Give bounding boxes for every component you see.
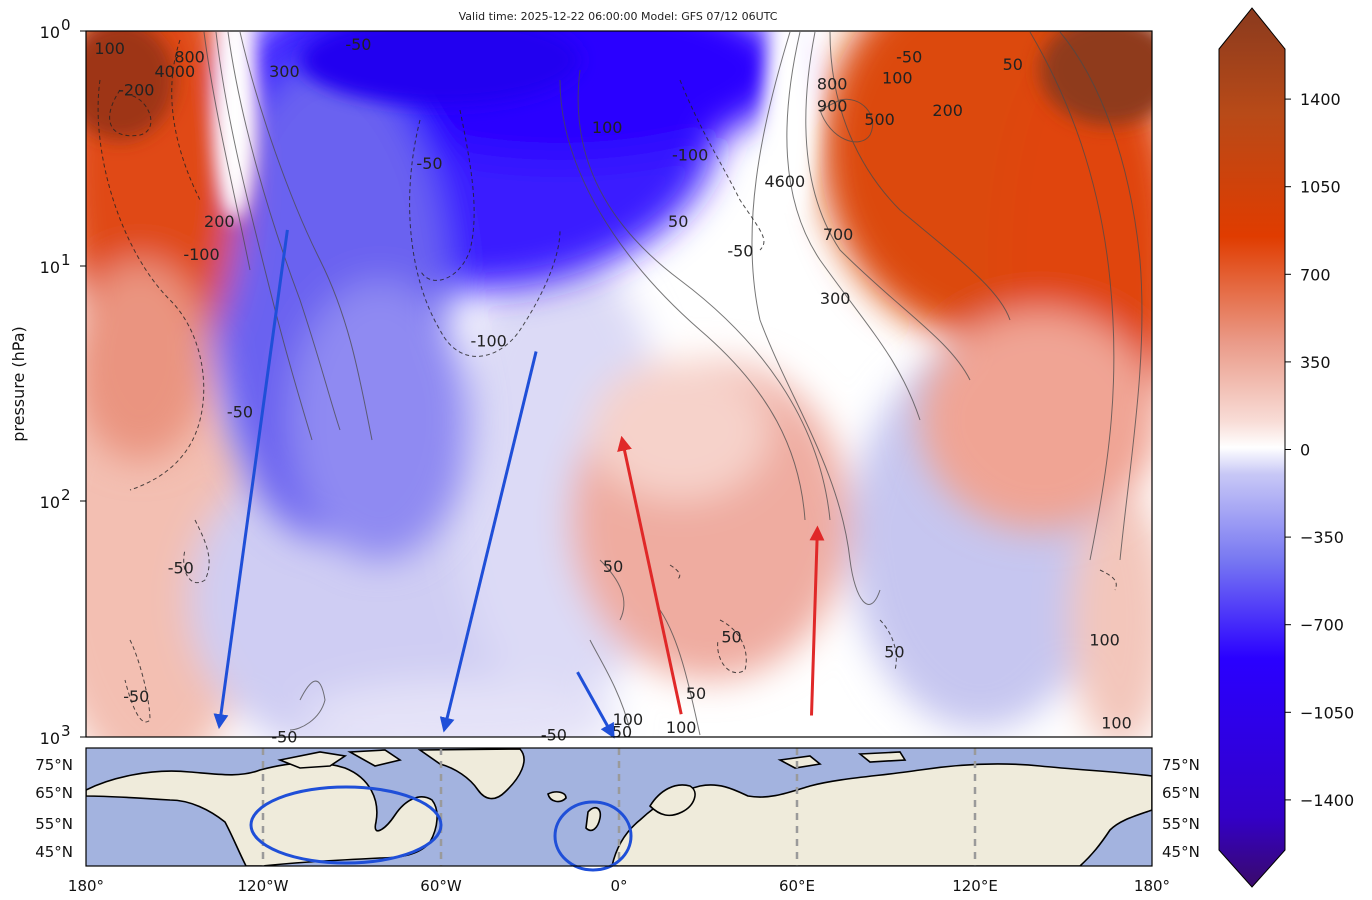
circle-western-europe <box>553 800 633 872</box>
colorbar-bar <box>1218 7 1286 888</box>
contour-label: -50 <box>168 558 194 577</box>
colorbar-tick-label: −700 <box>1300 616 1344 635</box>
colorbar-tick-label: −1050 <box>1300 703 1354 722</box>
contour-label: 700 <box>823 225 854 244</box>
contour-label: -50 <box>227 403 253 422</box>
contour-label: 300 <box>269 62 300 81</box>
svg-text:3: 3 <box>61 722 71 740</box>
svg-text:45°N: 45°N <box>1162 843 1200 861</box>
svg-text:180°: 180° <box>68 877 104 895</box>
contour-label: 100 <box>94 39 125 58</box>
svg-text:65°N: 65°N <box>1162 784 1200 802</box>
svg-text:75°N: 75°N <box>35 756 73 774</box>
contour-label: -100 <box>183 245 219 264</box>
contour-label: -50 <box>345 35 371 54</box>
map-frame <box>85 747 1153 867</box>
svg-text:55°N: 55°N <box>35 815 73 833</box>
svg-text:120°E: 120°E <box>952 877 998 895</box>
blue-arrow <box>576 671 615 739</box>
red-arrow <box>617 435 683 715</box>
contour-label: 900 <box>817 96 848 115</box>
svg-text:1: 1 <box>61 251 71 269</box>
contour-label: 50 <box>1003 55 1023 74</box>
svg-text:2: 2 <box>61 486 71 504</box>
colorbar-tick-label: 1050 <box>1300 178 1341 197</box>
contour-label: 100 <box>613 710 644 729</box>
contour-label: 50 <box>721 628 741 647</box>
y-tick-1000: 10 3 <box>40 722 86 748</box>
contour-label: 200 <box>204 212 235 231</box>
svg-text:10: 10 <box>40 258 60 277</box>
chart-title: Valid time: 2025-12-22 06:00:00 Model: G… <box>459 10 778 23</box>
svg-text:0°: 0° <box>610 877 627 895</box>
annotation-arrows <box>213 229 825 739</box>
colorbar-tick-label: −1400 <box>1300 791 1354 810</box>
map-land <box>86 748 1152 866</box>
contour-label: 500 <box>864 110 895 129</box>
svg-text:120°W: 120°W <box>238 877 289 895</box>
svg-text:10: 10 <box>40 729 60 748</box>
colorbar-tick-label: 0 <box>1300 441 1310 460</box>
svg-text:55°N: 55°N <box>1162 815 1200 833</box>
blue-arrow <box>439 351 538 733</box>
svg-text:65°N: 65°N <box>35 784 73 802</box>
contour-label: -50 <box>896 47 922 66</box>
main-axes-frame <box>85 30 1153 738</box>
contour-label: -100 <box>471 332 507 351</box>
contour-label: 100 <box>1089 630 1120 649</box>
svg-text:10: 10 <box>40 23 60 42</box>
colorbar-tick-label: 1400 <box>1300 90 1341 109</box>
y-axis-label: pressure (hPa) <box>9 326 28 442</box>
colorbar: −1400 −1050 −700 −350 0 350 700 1050 1400 <box>1218 7 1354 888</box>
contour-label: 4600 <box>764 172 805 191</box>
map-panel <box>85 747 1153 872</box>
colorbar-ticks: −1400 −1050 −700 −350 0 350 700 1050 1400 <box>1285 90 1354 810</box>
contour-label: 50 <box>686 684 706 703</box>
heatmap-field <box>86 31 1152 737</box>
map-y-ticks-right: 75°N 65°N 55°N 45°N <box>1162 756 1200 861</box>
contour-label: -50 <box>727 242 753 261</box>
svg-text:180°: 180° <box>1134 877 1170 895</box>
contour-label: 50 <box>668 212 688 231</box>
dashed-contours <box>97 39 1117 723</box>
contour-label: 50 <box>884 643 904 662</box>
contour-label: 4000 <box>154 62 195 81</box>
contour-label: 50 <box>603 557 623 576</box>
svg-text:45°N: 45°N <box>35 843 73 861</box>
contour-label: -100 <box>672 146 708 165</box>
svg-text:10: 10 <box>40 493 60 512</box>
y-tick-1: 10 0 <box>40 16 86 42</box>
y-tick-10: 10 1 <box>40 251 86 277</box>
svg-text:75°N: 75°N <box>1162 756 1200 774</box>
contour-label: 50 <box>612 722 632 741</box>
contour-label: 100 <box>882 69 913 88</box>
contour-label: 100 <box>1101 713 1132 732</box>
contour-label: 100 <box>592 118 623 137</box>
colorbar-tick-label: 350 <box>1300 353 1331 372</box>
contour-label: -200 <box>118 81 154 100</box>
map-y-ticks-left: 75°N 65°N 55°N 45°N <box>35 756 73 861</box>
svg-text:0: 0 <box>61 16 71 34</box>
solid-contours <box>203 31 1143 736</box>
colorbar-tick-label: 700 <box>1300 265 1331 284</box>
contour-label: -50 <box>123 687 149 706</box>
svg-text:60°E: 60°E <box>779 877 815 895</box>
contour-label: 100 <box>666 718 697 737</box>
map-x-ticks: 180° 120°W 60°W 0° 60°E 120°E 180° <box>68 877 1170 895</box>
blue-arrow <box>213 229 289 730</box>
y-tick-100: 10 2 <box>40 486 86 512</box>
circle-north-america <box>249 785 443 865</box>
contour-label: -50 <box>416 154 442 173</box>
contour-label: 200 <box>932 101 963 120</box>
contour-label: 800 <box>817 75 848 94</box>
contour-label: 800 <box>174 47 205 66</box>
svg-text:60°W: 60°W <box>420 877 462 895</box>
y-ticks: 10 0 10 1 10 2 10 3 <box>40 16 86 748</box>
contour-label: -50 <box>541 726 567 745</box>
colorbar-tick-label: −350 <box>1300 528 1344 547</box>
red-arrow <box>809 525 825 716</box>
contour-label: 300 <box>820 289 851 308</box>
